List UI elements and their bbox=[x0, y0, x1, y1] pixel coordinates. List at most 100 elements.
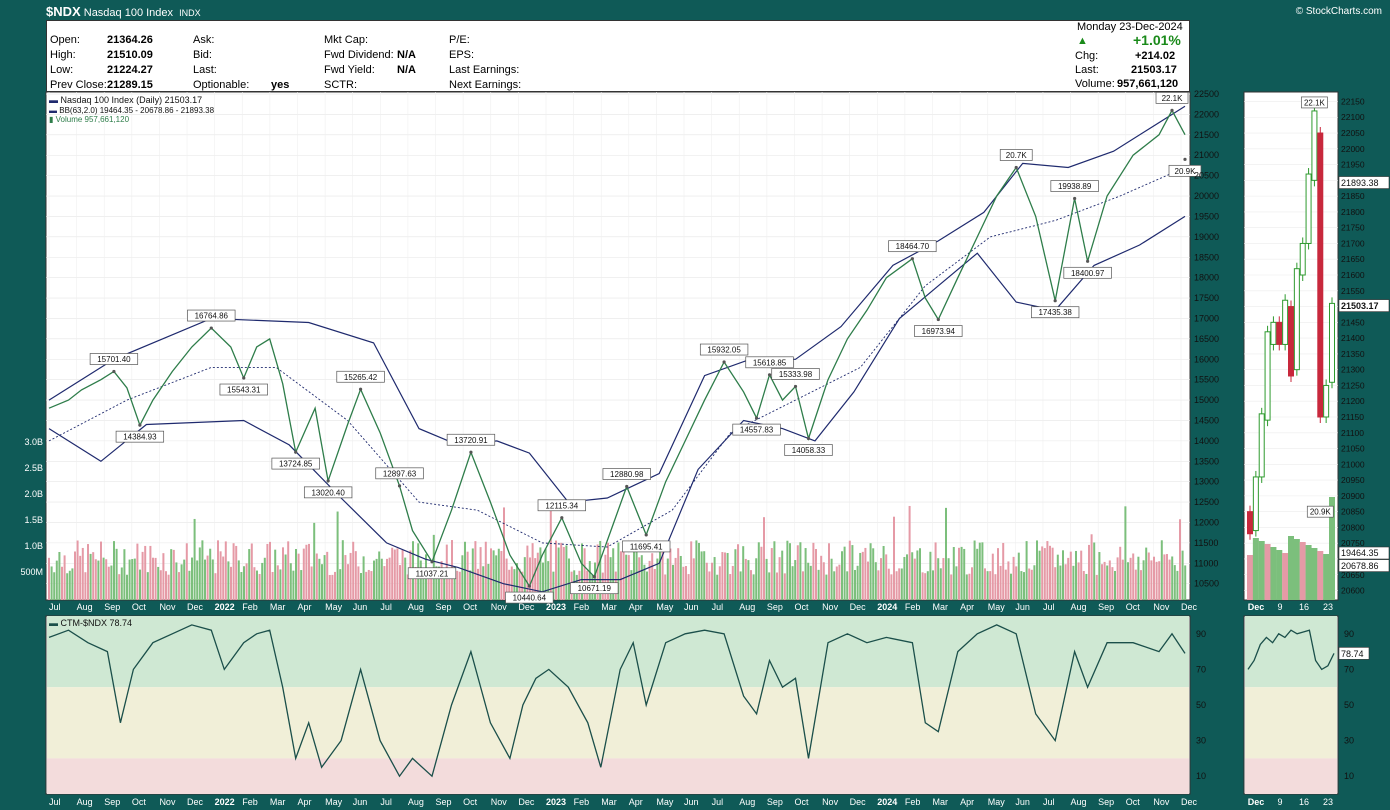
volume-bar bbox=[872, 548, 875, 600]
volume-bar bbox=[939, 568, 942, 600]
volume-bar bbox=[869, 543, 872, 600]
x-tick-label: Feb bbox=[574, 602, 590, 612]
candle-body bbox=[1282, 299, 1289, 345]
volume-bar bbox=[760, 546, 763, 600]
ctm-zone bbox=[47, 758, 1189, 794]
volume-bar bbox=[1007, 561, 1010, 600]
volume-bar bbox=[235, 545, 238, 600]
right-label: 21893.38 bbox=[1341, 178, 1379, 188]
detail-y-tick-label: 22100 bbox=[1341, 112, 1365, 122]
volume-bar bbox=[705, 562, 708, 600]
volume-bar bbox=[796, 545, 799, 600]
detail-volume-bar bbox=[1252, 538, 1259, 600]
annotation-label: 14058.33 bbox=[792, 446, 826, 455]
detail-ctm-y-tick-label: 30 bbox=[1344, 736, 1354, 746]
volume-bar bbox=[807, 562, 810, 600]
volume-bar bbox=[1075, 550, 1077, 600]
volume-bar bbox=[79, 555, 82, 600]
volume-bar bbox=[63, 555, 66, 600]
volume-bar bbox=[94, 559, 97, 600]
annotation-point bbox=[1183, 157, 1187, 161]
volume-bar bbox=[269, 541, 271, 600]
x-tick-label: Jul bbox=[380, 602, 392, 612]
volume-bar bbox=[448, 574, 451, 600]
volume-bar bbox=[139, 569, 141, 600]
volume-bar bbox=[341, 540, 344, 600]
volume-bar bbox=[276, 565, 279, 600]
volume-bar bbox=[105, 559, 108, 600]
volume-bar bbox=[115, 548, 118, 600]
volume-bar bbox=[380, 558, 383, 600]
y-tick-label: 15000 bbox=[1194, 395, 1219, 405]
volume-bar bbox=[178, 572, 180, 600]
volume-bar bbox=[1004, 569, 1007, 600]
last-price-label: Last: bbox=[1075, 64, 1099, 76]
percent-change: +1.01% bbox=[1133, 32, 1181, 48]
volume-bar bbox=[157, 566, 160, 600]
volume-bar bbox=[237, 560, 240, 600]
annotation-box bbox=[1168, 164, 1202, 177]
detail-y-tick-label: 21850 bbox=[1341, 191, 1365, 201]
detail-ctm-y-tick-label: 50 bbox=[1344, 700, 1354, 710]
volume-bar bbox=[292, 570, 295, 600]
volume-bar bbox=[375, 558, 378, 600]
annotation-box bbox=[89, 353, 139, 365]
volume-bar bbox=[685, 566, 687, 600]
volume-bar bbox=[1132, 553, 1135, 600]
volume-bar bbox=[773, 541, 776, 600]
detail-volume-bars bbox=[1247, 497, 1335, 600]
volume-bar bbox=[53, 572, 56, 600]
detail-x-tick-label: Dec bbox=[1248, 602, 1265, 612]
high-label: High: bbox=[50, 49, 76, 61]
ctm-y-tick-label: 30 bbox=[1196, 736, 1206, 746]
y-tick-label: 13500 bbox=[1194, 456, 1219, 466]
detail-y-tick-label: 21650 bbox=[1341, 254, 1365, 264]
annotation-point bbox=[754, 416, 759, 420]
x-tick-label: Dec bbox=[518, 602, 535, 612]
annotation-box bbox=[505, 591, 554, 604]
volume-bar bbox=[1090, 534, 1093, 600]
detail-ctm-axis: 10 30 50 70 90 bbox=[1344, 629, 1354, 781]
volume-bar bbox=[89, 553, 92, 600]
volume-bar bbox=[911, 552, 914, 600]
volume-bar bbox=[864, 547, 867, 600]
detail-y-tick-label: 20950 bbox=[1341, 475, 1365, 485]
x-tick-label: Mar bbox=[601, 602, 617, 612]
volume-bar bbox=[513, 569, 516, 600]
volume-bar bbox=[175, 562, 178, 600]
annotation-point bbox=[469, 450, 473, 454]
volume-bar bbox=[690, 541, 693, 600]
volume-bar bbox=[599, 540, 602, 600]
volume-bar bbox=[258, 573, 261, 600]
volume-bar bbox=[968, 573, 971, 600]
price-axis: 10500 11000 11500 12000 12500 13000 13500 14000… bbox=[1194, 89, 1219, 589]
volume-bar bbox=[669, 548, 672, 600]
ctm-x-tick-label: Dec bbox=[518, 797, 535, 807]
volume-bar bbox=[529, 557, 531, 600]
annotation-point bbox=[527, 584, 531, 588]
volume-bar bbox=[61, 566, 63, 600]
volume-bar bbox=[1163, 554, 1166, 600]
annotation-box bbox=[622, 540, 671, 553]
ctm-x-tick-label: Feb bbox=[905, 797, 921, 807]
y-tick-label: 20500 bbox=[1194, 171, 1219, 181]
volume-bar bbox=[308, 543, 310, 600]
volume-bar bbox=[1176, 570, 1179, 600]
x-tick-label: May bbox=[325, 602, 343, 612]
exchange: INDX bbox=[179, 8, 201, 18]
ctm-x-tick-label: Oct bbox=[132, 797, 147, 807]
volume-bar bbox=[763, 517, 765, 600]
volume-bar bbox=[505, 558, 508, 600]
volume-bar bbox=[492, 550, 495, 600]
volume-bar bbox=[430, 571, 433, 600]
last-price-value: 21503.17 bbox=[1131, 64, 1177, 76]
annotation-point bbox=[138, 423, 142, 427]
volume-bar bbox=[1145, 547, 1148, 600]
detail-volume-bar bbox=[1317, 551, 1324, 600]
volume-bar bbox=[1124, 506, 1127, 600]
volume-bar bbox=[989, 571, 992, 600]
detail-ctm-zone bbox=[1245, 616, 1337, 688]
volume-bar bbox=[318, 558, 321, 600]
annotation-box bbox=[375, 467, 424, 480]
ctm-x-tick-label: Nov bbox=[822, 797, 839, 807]
